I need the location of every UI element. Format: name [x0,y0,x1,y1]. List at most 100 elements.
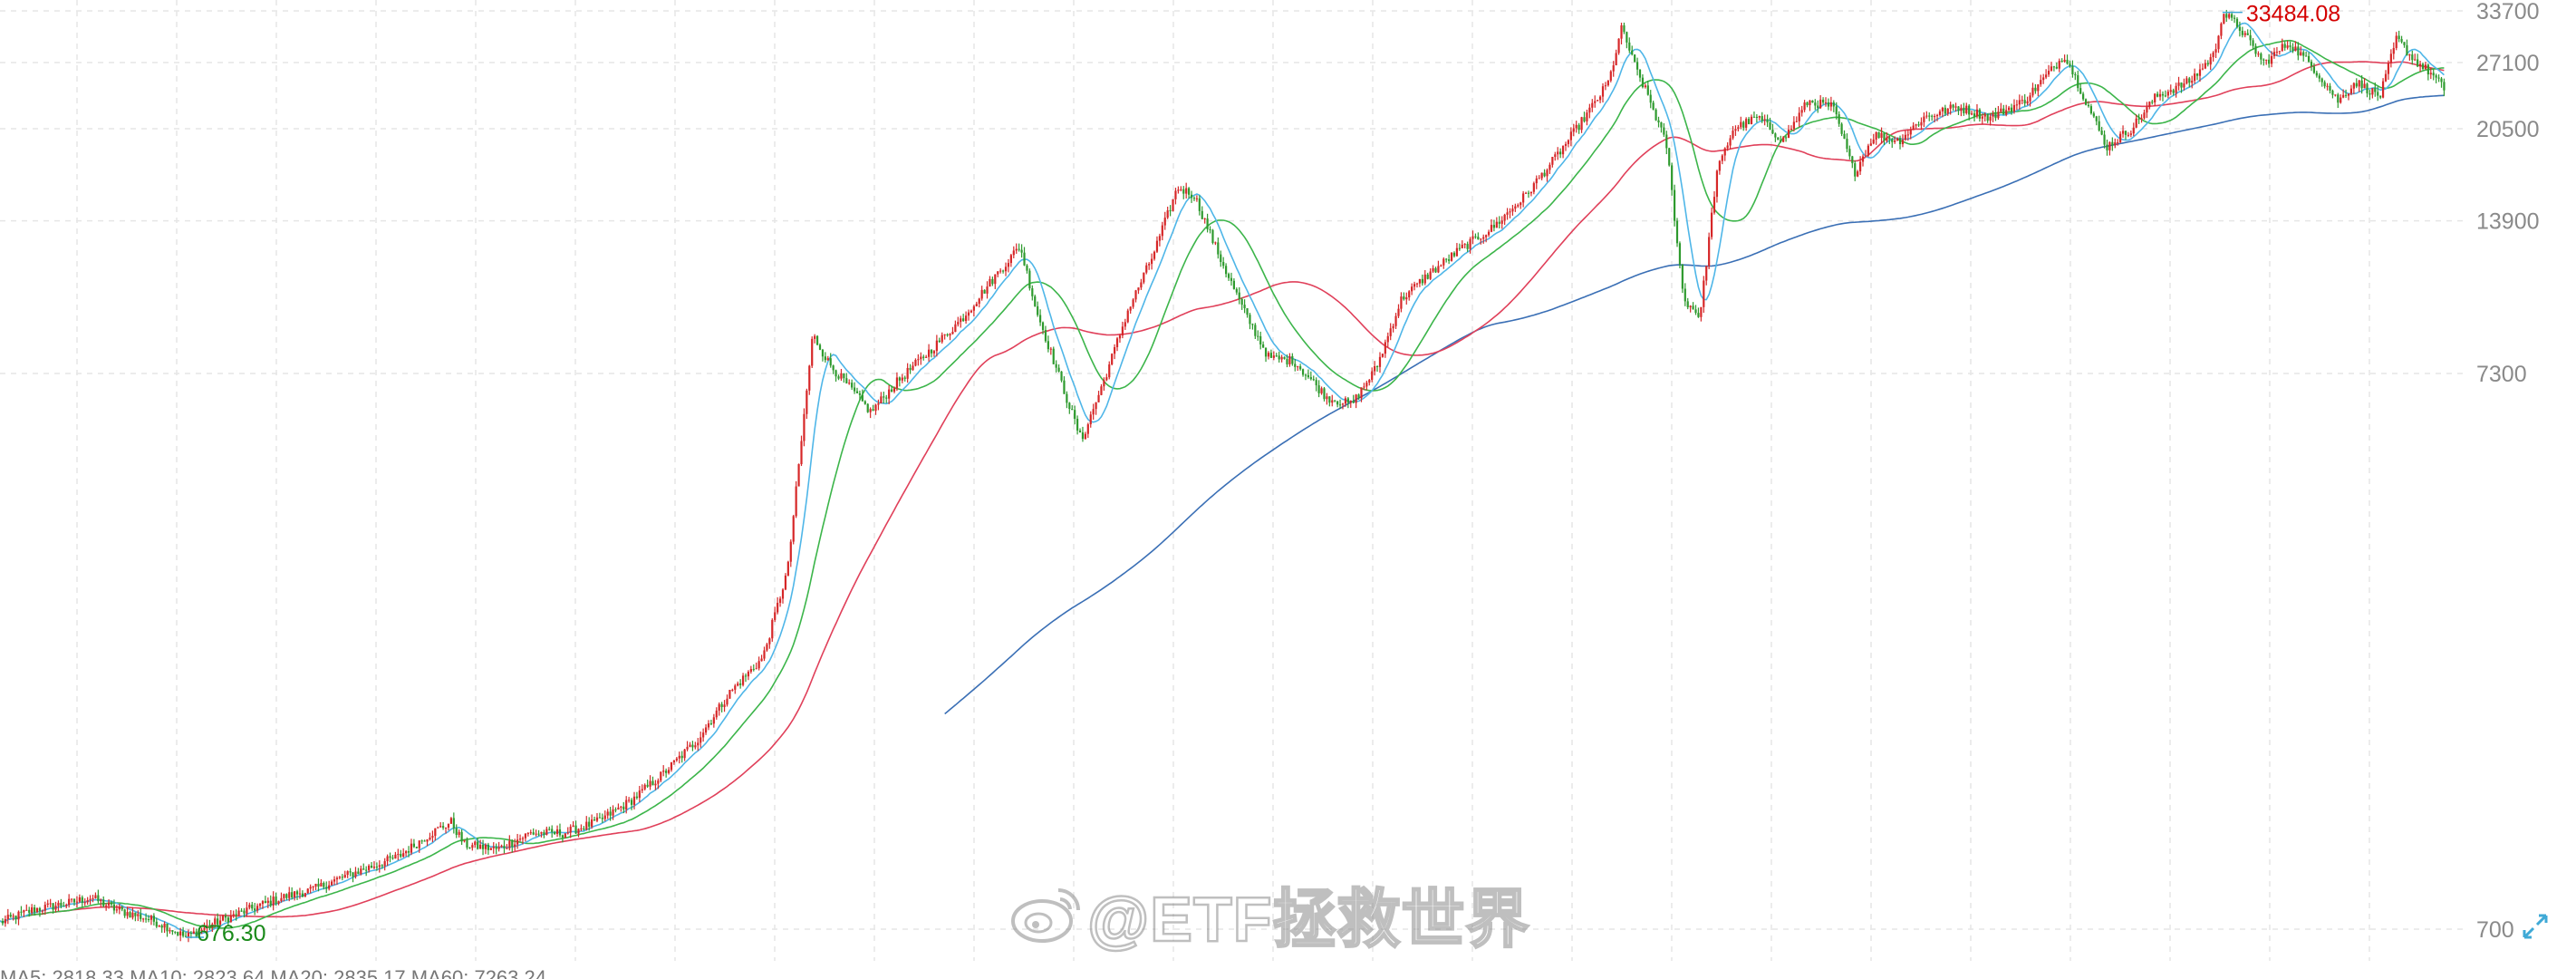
y-tick-label: 27100 [2476,51,2540,76]
candle-body [2074,74,2077,76]
candle-body [1442,258,1445,266]
candle-body [2246,33,2249,35]
candle-body [595,817,599,821]
candle-body [2143,112,2146,119]
candle-body [2392,47,2395,54]
candle-body [1710,212,1713,237]
candle-body [1026,265,1028,271]
candle-body [1872,139,1875,144]
candle-body [295,891,299,895]
candle-body [1766,119,1769,123]
candle-body [1869,143,1872,146]
candle-body [2156,93,2159,97]
candle-body [2066,59,2069,64]
candle-body [1174,190,1177,199]
candle-body [1452,252,1456,257]
candle-body [2320,78,2323,82]
candle-body [699,737,702,743]
candle-body [41,910,43,912]
candle-body [394,854,397,859]
candle-body [2440,78,2443,82]
candle-body [1437,266,1440,273]
candle-body [1567,140,1570,144]
candle-body [555,829,559,835]
candle-body [144,918,148,920]
candle-body [593,819,596,821]
candle-body [1001,270,1005,272]
candle-body [1780,140,1782,142]
candle-body [728,689,731,699]
candle-body [1935,114,1939,117]
candle-body [2158,93,2162,97]
candle-body [577,829,580,834]
candle-body [368,865,371,870]
candle-body [1535,178,1538,184]
candle-body [466,839,468,848]
candle-body [1134,290,1137,300]
candle-body [909,367,912,371]
candle-body [2095,116,2098,121]
candle-body [2411,54,2414,61]
candle-body [683,749,686,759]
candle-body [970,310,973,313]
candle-body [481,844,485,849]
candle-body [609,811,612,816]
candle-body [2058,61,2060,69]
candle-body [1243,305,1246,309]
candle-body [2371,88,2374,95]
candle-body [1598,96,1602,101]
expand-icon[interactable] [2519,910,2552,943]
candle-body [818,344,822,350]
candle-body [649,780,651,787]
candle-body [906,367,909,379]
candle-body [309,887,312,889]
candle-body [1824,102,1828,103]
candle-body [2443,82,2446,91]
candle-body [1312,379,1315,381]
candle-body [1203,218,1206,219]
candle-body [1286,358,1288,364]
candle-body [1028,270,1031,289]
candle-body [1755,116,1758,118]
candle-body [2249,34,2252,41]
candle-body [2082,93,2085,100]
candle-body [1821,99,1825,103]
candle-body [2031,87,2034,96]
candle-body [962,318,965,322]
candle-body [2369,92,2371,95]
candle-body [2289,45,2291,47]
candle-body [442,826,445,829]
candle-body [1068,402,1071,410]
candle-body [1511,208,1514,212]
candle-body [2111,141,2114,146]
candle-body [1230,277,1233,281]
candle-body [1004,267,1008,272]
candle-body [1320,388,1323,393]
candle-body [1509,211,1511,213]
candle-body [1557,151,1559,155]
candle-body [731,689,734,691]
candle-body [2426,64,2429,75]
candle-body [1673,189,1676,221]
candle-body [840,373,843,379]
candle-body [1588,107,1591,113]
candle-body [1941,107,1944,111]
candle-body [1163,218,1166,226]
candle-body [333,879,336,882]
candle-body [1520,202,1522,206]
candle-body [2103,134,2106,145]
candle-body [2262,59,2265,61]
candle-body [1246,308,1249,315]
candle-body [1278,355,1280,360]
candle-body [1086,424,1089,434]
candle-body [1569,131,1572,141]
candle-body [1803,102,1806,111]
candle-body [2040,80,2042,85]
candle-body [214,918,217,925]
candle-body [1365,383,1368,387]
candle-body [1994,113,1997,119]
candle-body [845,378,848,383]
candle-body [927,349,931,357]
candle-body [1368,380,1371,383]
